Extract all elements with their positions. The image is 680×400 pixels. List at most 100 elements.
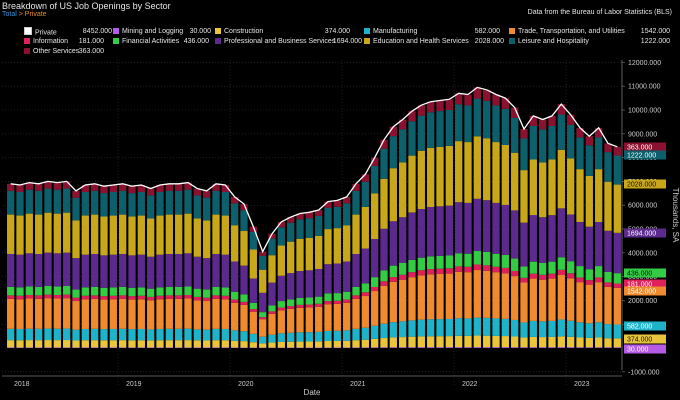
bar-segment <box>511 347 519 348</box>
bar-segment <box>576 337 584 348</box>
bar-segment <box>100 299 108 330</box>
bar-segment <box>539 279 547 322</box>
legend-item-professional[interactable]: Professional and Business Services 1694.0… <box>215 37 362 46</box>
bar-segment <box>483 100 491 139</box>
bar-segment <box>324 347 332 348</box>
bar-segment <box>483 138 491 201</box>
legend-item-information[interactable]: Information 181.000 <box>24 37 104 46</box>
bar-segment <box>156 191 164 216</box>
bar-segment <box>53 189 61 214</box>
bar-segment <box>287 332 295 342</box>
bar-segment <box>455 93 463 105</box>
bar-segment <box>221 254 229 288</box>
bar-segment <box>184 328 192 341</box>
bar-segment <box>109 295 117 300</box>
bar-segment <box>25 298 33 329</box>
bar-segment <box>604 286 612 325</box>
bar-segment <box>333 340 341 348</box>
chart-title: Breakdown of US Job Openings by Sector <box>2 1 171 11</box>
y-tick-label: 3000.000 <box>628 274 657 281</box>
bar-segment <box>361 174 369 182</box>
bar-segment <box>361 181 369 207</box>
bar-segment <box>72 347 80 348</box>
bar-segment <box>100 193 108 217</box>
bar-segment <box>212 328 220 341</box>
legend-item-manufacturing[interactable]: Manufacturing 582.000 <box>364 27 500 36</box>
bar-segment <box>436 100 444 112</box>
bar-segment <box>63 294 71 299</box>
legend-item-trade[interactable]: Trade, Transportation, and Utilities 1542… <box>509 27 670 36</box>
legend-item-education[interactable]: Education and Health Services 2028.000 <box>364 37 504 46</box>
bar-segment <box>343 291 351 300</box>
bar-segment <box>417 270 425 276</box>
bar-segment <box>7 328 15 341</box>
bar-segment <box>427 336 435 348</box>
bar-segment <box>165 214 173 254</box>
legend-label: Construction <box>224 28 264 35</box>
bar-segment <box>324 301 332 305</box>
bar-segment <box>529 347 537 348</box>
bar-segment <box>557 347 565 348</box>
legend-item-other-services[interactable]: Other Services 363.000 <box>24 47 104 56</box>
bar-segment <box>464 318 472 336</box>
breadcrumb-total[interactable]: Total <box>2 11 17 18</box>
bar-segment <box>436 268 444 274</box>
bar-segment <box>501 98 509 109</box>
bar-segment <box>296 307 304 333</box>
legend-swatch <box>364 37 370 44</box>
value-badge-text: 363.000 <box>627 145 652 152</box>
bar-segment <box>305 297 313 305</box>
legend-item-mining[interactable]: Mining and Logging 30.000 <box>113 27 211 36</box>
bar-segment <box>511 336 519 348</box>
bar-segment <box>511 270 519 277</box>
bar-segment <box>557 275 565 320</box>
bar-segment <box>44 347 52 348</box>
legend-item-private[interactable]: Private 8452.000 <box>24 27 112 37</box>
bar-segment <box>595 127 603 138</box>
bar-segment <box>343 299 351 303</box>
legend-item-leisure[interactable]: Leisure and Hospitality 1222.000 <box>509 37 670 46</box>
value-badge-text: 436.000 <box>627 271 652 278</box>
bar-segment <box>175 183 183 191</box>
bar-segment <box>100 186 108 194</box>
bar-segment <box>501 108 509 145</box>
bar-segment <box>585 347 593 348</box>
bar-segment <box>567 124 575 159</box>
bar-segment <box>91 214 99 254</box>
bar-segment <box>16 287 24 296</box>
bar-segment <box>296 271 304 298</box>
bar-segment <box>231 340 239 348</box>
bar-segment <box>221 191 229 216</box>
breadcrumb-private[interactable]: Private <box>24 11 47 18</box>
bar-segment <box>333 200 341 207</box>
bar-segment <box>492 266 500 273</box>
bar-segment <box>315 268 323 297</box>
legend-item-financial[interactable]: Financial Activities 436.000 <box>113 37 209 46</box>
bar-segment <box>35 298 43 329</box>
bar-segment <box>91 340 99 348</box>
bar-segment <box>315 331 323 342</box>
bar-segment <box>343 302 351 331</box>
bar-segment <box>380 285 388 324</box>
bar-segment <box>352 340 360 348</box>
legend: Private 8452.000 Mining and Logging 30.000… <box>0 27 680 59</box>
bar-segment <box>7 253 15 287</box>
bar-segment <box>268 233 276 239</box>
bar-segment <box>399 129 407 163</box>
bar-segment <box>72 289 80 298</box>
bar-segment <box>109 191 117 216</box>
bar-segment <box>287 217 295 223</box>
bar-segment <box>548 278 556 321</box>
bar-segment <box>539 217 547 263</box>
bar-segment <box>520 282 528 323</box>
value-badge <box>624 268 666 278</box>
bar-segment <box>445 145 453 206</box>
bar-segment <box>63 340 71 348</box>
bar-segment <box>380 178 388 229</box>
bar-segment <box>595 137 603 170</box>
bar-segment <box>445 336 453 348</box>
legend-item-construction[interactable]: Construction 374.000 <box>215 27 350 36</box>
bar-segment <box>184 340 192 348</box>
bar-segment <box>315 296 323 304</box>
bar-segment <box>352 183 360 191</box>
